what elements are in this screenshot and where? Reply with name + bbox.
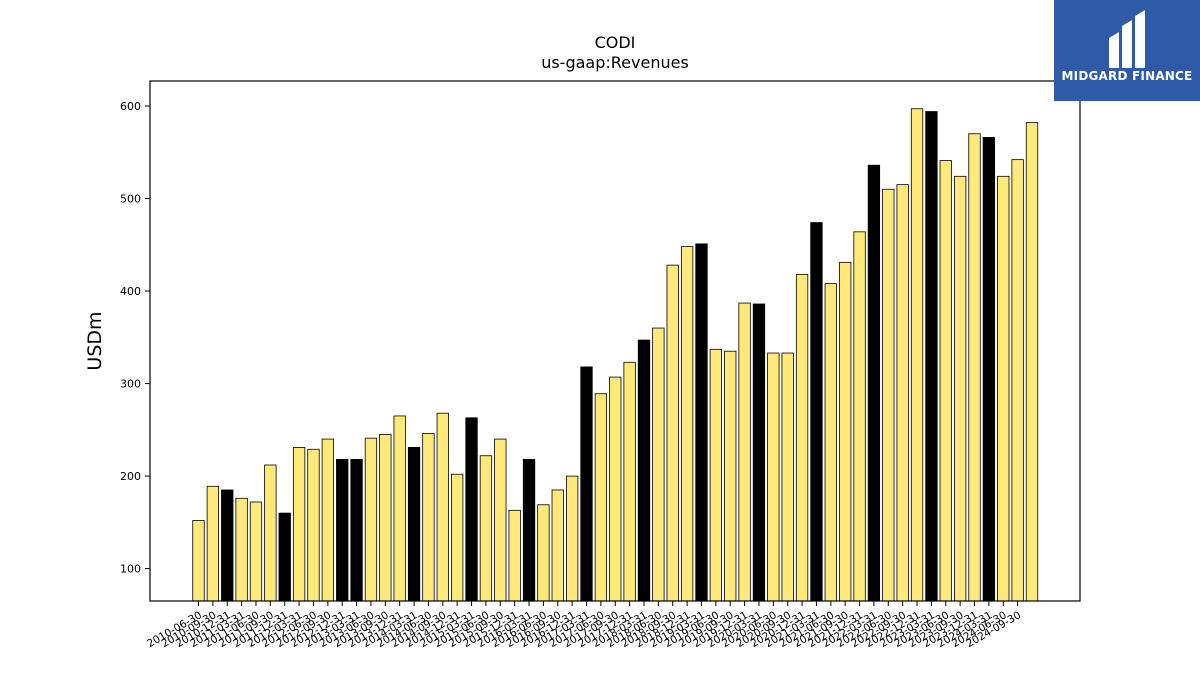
chart-subtitle: us-gaap:Revenues	[541, 53, 689, 72]
bar	[767, 352, 780, 602]
bar	[580, 366, 593, 602]
bar	[422, 433, 435, 602]
y-axis-label: USDm	[84, 311, 106, 370]
y-tick-label: 500	[120, 193, 141, 206]
bar	[292, 447, 306, 602]
bar	[997, 175, 1010, 602]
bar	[551, 489, 564, 602]
bar	[537, 504, 550, 602]
bar	[824, 283, 837, 602]
chart-title: CODI	[594, 33, 636, 52]
y-tick-label: 400	[120, 285, 141, 298]
bar	[939, 160, 952, 602]
bar	[249, 501, 263, 602]
bar	[565, 475, 579, 602]
bar	[896, 184, 909, 602]
bar	[494, 438, 507, 602]
bar	[407, 447, 421, 602]
bar	[264, 464, 277, 602]
bar	[637, 339, 651, 602]
bar	[221, 489, 234, 602]
bar	[192, 520, 205, 602]
y-tick-label: 100	[120, 563, 141, 576]
y-tick-label: 300	[120, 378, 141, 391]
bar	[982, 137, 996, 602]
bar	[235, 497, 248, 602]
bar	[1011, 159, 1024, 602]
bar	[364, 437, 378, 602]
bar	[839, 261, 852, 602]
bar	[465, 417, 478, 602]
bar	[393, 415, 406, 602]
bar	[910, 108, 924, 602]
bar	[522, 459, 536, 602]
bar	[652, 327, 665, 602]
bar	[695, 243, 708, 602]
bar	[379, 434, 392, 602]
bar	[336, 459, 349, 602]
bar	[853, 231, 866, 602]
bar	[479, 455, 493, 602]
y-tick-label: 200	[120, 470, 141, 483]
bar	[882, 188, 895, 602]
logo-text: MIDGARD FINANCE	[1061, 69, 1193, 83]
bar	[350, 459, 363, 602]
bar	[810, 222, 823, 602]
bar	[451, 473, 464, 602]
bar	[781, 352, 794, 602]
bar	[795, 273, 809, 602]
bar	[321, 438, 334, 602]
bar	[206, 485, 220, 602]
logo-mark-icon	[1109, 10, 1145, 68]
bar	[307, 448, 320, 602]
bar	[666, 264, 679, 602]
bar	[954, 175, 967, 602]
bar	[1025, 122, 1039, 602]
bar	[709, 348, 722, 602]
bar	[623, 361, 636, 602]
bar	[724, 350, 737, 602]
y-tick-label: 600	[120, 100, 141, 113]
bar	[436, 412, 449, 602]
bar	[968, 133, 981, 602]
bar	[594, 393, 608, 602]
bar	[925, 111, 938, 602]
bar	[609, 376, 622, 602]
bar	[278, 512, 291, 602]
bar	[752, 303, 766, 602]
bar	[738, 302, 751, 602]
bar	[867, 164, 881, 602]
bar	[508, 509, 521, 602]
bar	[680, 246, 694, 602]
